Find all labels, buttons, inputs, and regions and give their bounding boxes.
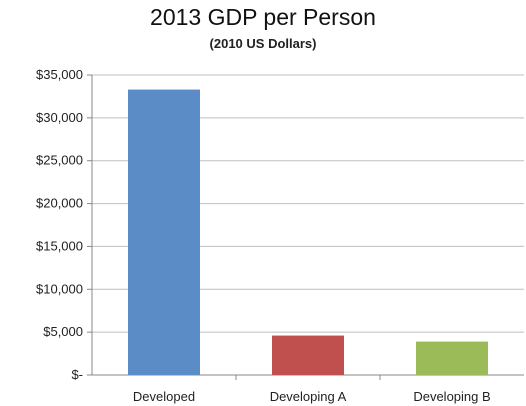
- y-tick-label: $5,000: [43, 324, 83, 339]
- axis-labels: $- $5,000 $10,000 $15,000 $20,000 $25,000 $30,…: [36, 67, 491, 404]
- x-tick-label: Developed: [133, 389, 195, 404]
- bars: [128, 89, 488, 376]
- chart-subtitle: (2010 US Dollars): [209, 36, 317, 51]
- y-tick-label: $20,000: [36, 196, 83, 211]
- chart-title: 2013 GDP per Person: [150, 4, 376, 30]
- y-tick-label: $-: [71, 367, 83, 382]
- y-tick-label: $25,000: [36, 153, 83, 168]
- bar-developed: [128, 89, 200, 376]
- y-tick-label: $30,000: [36, 110, 83, 125]
- x-tick-label: Developing B: [413, 389, 490, 404]
- bar-developing-a: [272, 335, 344, 375]
- y-tick-label: $15,000: [36, 238, 83, 253]
- bar-developing-b: [416, 341, 488, 375]
- y-tick-label: $10,000: [36, 281, 83, 296]
- y-tick-label: $35,000: [36, 67, 83, 82]
- x-tick-label: Developing A: [270, 389, 347, 404]
